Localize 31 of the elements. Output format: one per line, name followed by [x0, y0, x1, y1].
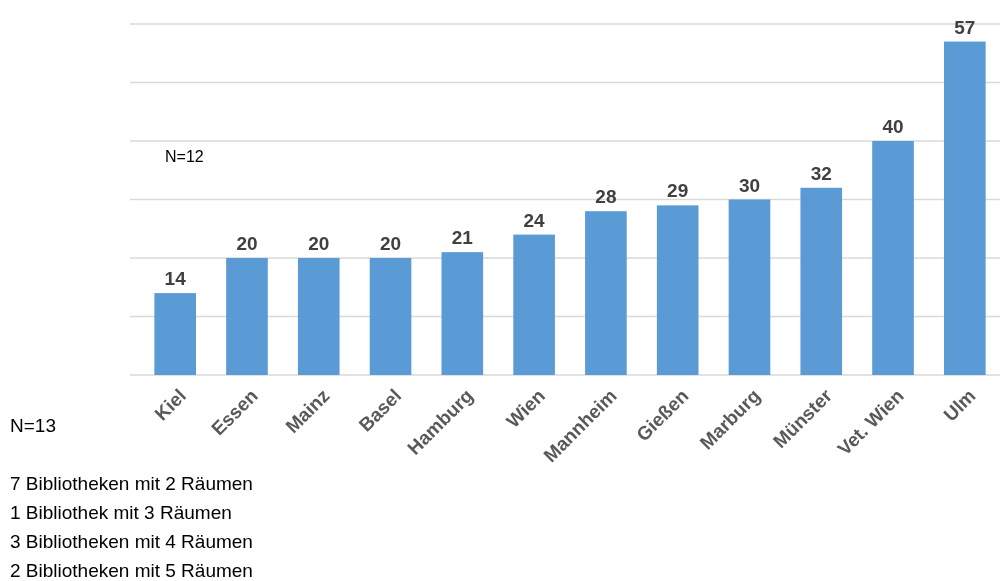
bar — [872, 141, 914, 375]
x-tick-label: Ulm — [939, 384, 980, 426]
text: 7 Bibliotheken mit 2 Räumen — [10, 473, 253, 494]
annotation: N=12 — [165, 148, 204, 165]
bar — [154, 293, 196, 375]
data-label: 21 — [451, 227, 474, 249]
text: 2 Bibliotheken mit 5 Räumen — [10, 560, 253, 581]
bar — [944, 41, 986, 375]
data-label: 28 — [595, 186, 617, 208]
bar — [226, 258, 268, 375]
bar — [441, 252, 484, 375]
text: 1 Bibliothek mit 3 Räumen — [10, 502, 232, 523]
bar — [656, 205, 699, 375]
data-label: 32 — [810, 162, 832, 184]
data-label: 30 — [738, 174, 761, 196]
bar — [369, 258, 412, 375]
bar — [800, 187, 843, 375]
bar — [728, 199, 771, 375]
data-label: 24 — [523, 209, 546, 231]
data-label: 20 — [379, 233, 402, 254]
text: 3 Bibliotheken mit 4 Räumen — [10, 531, 253, 552]
data-label: 20 — [308, 233, 330, 254]
data-label: 20 — [236, 233, 258, 254]
data-label: 57 — [954, 16, 976, 38]
data-label: 40 — [882, 116, 904, 137]
data-label: 29 — [667, 180, 689, 202]
data-label: 14 — [164, 268, 187, 290]
bar — [297, 258, 340, 375]
bar — [585, 211, 627, 375]
text: N=13 — [10, 415, 56, 436]
bar — [513, 234, 555, 375]
